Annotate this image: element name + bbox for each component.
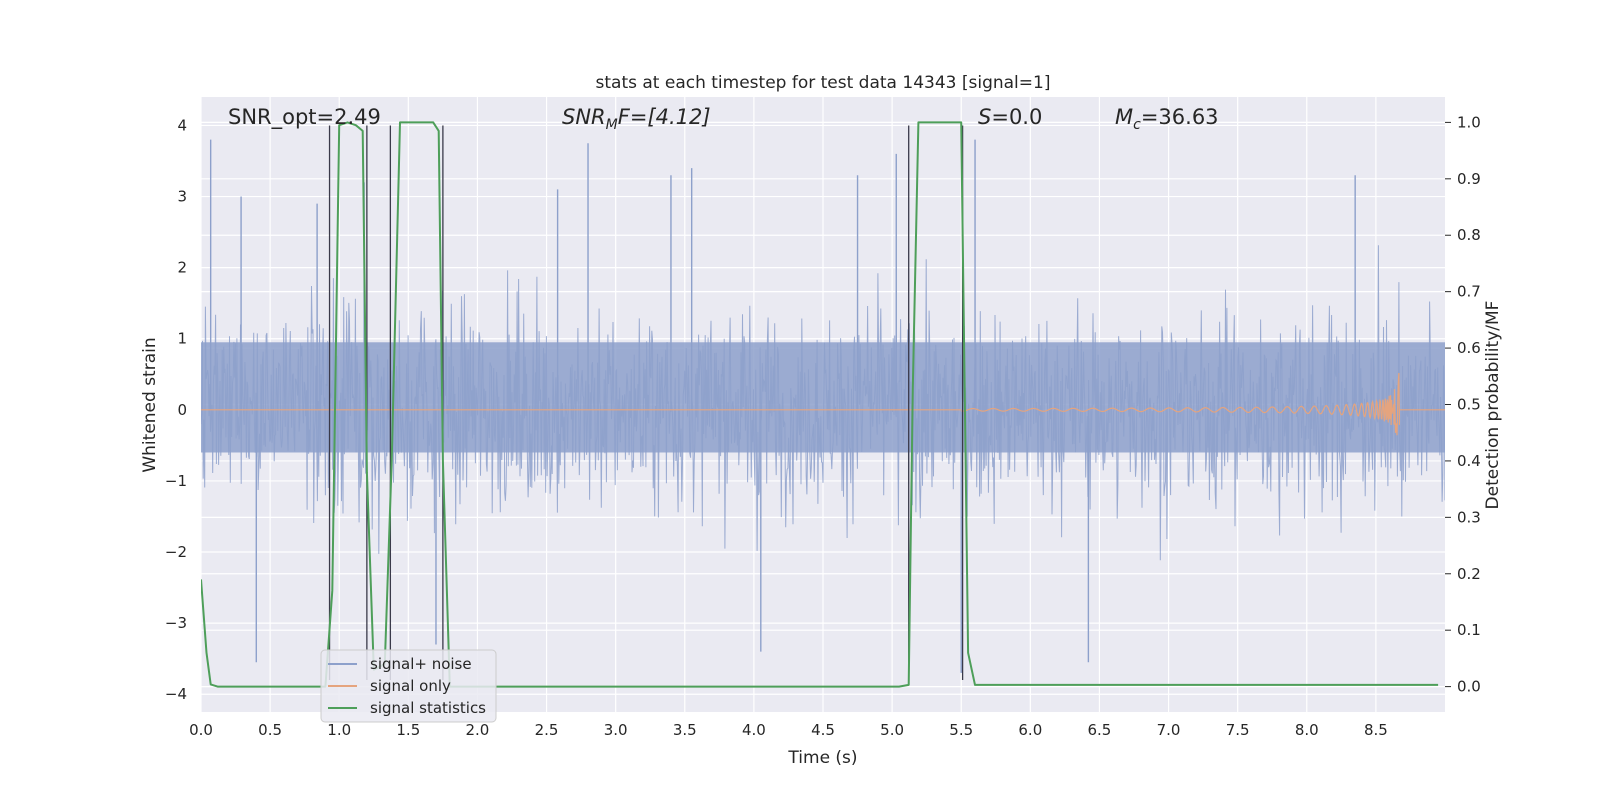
y-tick-label: −1 — [165, 472, 187, 490]
noise-core — [201, 342, 1445, 453]
y-tick-label: −2 — [165, 543, 187, 561]
legend-label-signal-noise: signal+ noise — [370, 655, 472, 673]
y-tick-label: 1 — [177, 330, 187, 348]
annotation-mc: Mc=36.63 — [1115, 105, 1219, 133]
y-tick-label: −4 — [165, 685, 187, 703]
legend-label-signal-only: signal only — [370, 677, 451, 695]
annotation-s: S=0.0 — [978, 105, 1042, 129]
x-ticks: 0.0 0.5 1.0 1.5 2.0 2.5 3.0 3.5 4.0 4.5 5.0 5.5 6.0 6… — [189, 721, 1388, 739]
x-tick-label: 4.0 — [742, 721, 766, 739]
y-right-axis-label: Detection probability/MF — [1483, 301, 1503, 510]
y-right-tick-label: 0.9 — [1457, 170, 1481, 188]
x-tick-label: 3.0 — [604, 721, 628, 739]
y-right-tick-label: 0.1 — [1457, 621, 1481, 639]
y-axis-label: Whitened strain — [140, 337, 160, 472]
x-tick-label: 1.0 — [327, 721, 351, 739]
x-tick-label: 5.5 — [949, 721, 973, 739]
y-right-tick-label: 1.0 — [1457, 113, 1481, 131]
legend-box — [320, 649, 497, 723]
x-tick-label: 0.0 — [189, 721, 213, 739]
y-right-tick-label: 0.4 — [1457, 452, 1481, 470]
annotation-snr-opt: SNR_opt=2.49 — [228, 105, 381, 130]
chart-title: stats at each timestep for test data 143… — [596, 73, 1051, 93]
x-tick-label: 2.0 — [466, 721, 490, 739]
x-tick-label: 4.5 — [811, 721, 835, 739]
legend: signal+ noise signal only signal statist… — [320, 649, 497, 723]
y-tick-label: 3 — [177, 188, 187, 206]
x-tick-label: 3.5 — [673, 721, 697, 739]
y-right-tick-label: 0.2 — [1457, 565, 1481, 583]
x-tick-label: 0.5 — [258, 721, 282, 739]
x-tick-label: 7.5 — [1226, 721, 1250, 739]
y-right-tick-label: 0.3 — [1457, 508, 1481, 526]
series-signal-noise — [201, 139, 1445, 673]
chirp-trace — [961, 372, 1445, 436]
x-tick-label: 1.5 — [396, 721, 420, 739]
x-tick-label: 5.0 — [880, 721, 904, 739]
x-tick-label: 2.5 — [535, 721, 559, 739]
x-tick-label: 6.5 — [1088, 721, 1112, 739]
x-tick-label: 6.0 — [1018, 721, 1042, 739]
series-signal-only — [201, 372, 1445, 436]
y-tick-label: 4 — [177, 116, 187, 134]
x-tick-label: 8.5 — [1364, 721, 1388, 739]
y-right-tick-label: 0.7 — [1457, 283, 1481, 301]
y-right-tick-label: 0.0 — [1457, 678, 1481, 696]
y-right-tick-label: 0.6 — [1457, 339, 1481, 357]
y-right-tick-label: 0.8 — [1457, 226, 1481, 244]
legend-label-signal-statistics: signal statistics — [370, 699, 486, 717]
y-ticks: 4 3 2 1 0 −1 −2 −3 −4 — [165, 116, 187, 703]
y-tick-label: 0 — [177, 401, 187, 419]
annotation-snr-mf: SNRMF=[4.12] — [562, 105, 711, 133]
y-tick-label: −3 — [165, 614, 187, 632]
y-right-tick-label: 0.5 — [1457, 396, 1481, 414]
x-tick-label: 7.0 — [1157, 721, 1181, 739]
x-axis-label: Time (s) — [787, 748, 857, 768]
y-tick-label: 2 — [177, 259, 187, 277]
x-tick-label: 8.0 — [1295, 721, 1319, 739]
y-right-ticks: 1.0 0.9 0.8 0.7 0.6 0.5 0.4 0.3 0.2 0.1 0.0 — [1445, 113, 1481, 696]
